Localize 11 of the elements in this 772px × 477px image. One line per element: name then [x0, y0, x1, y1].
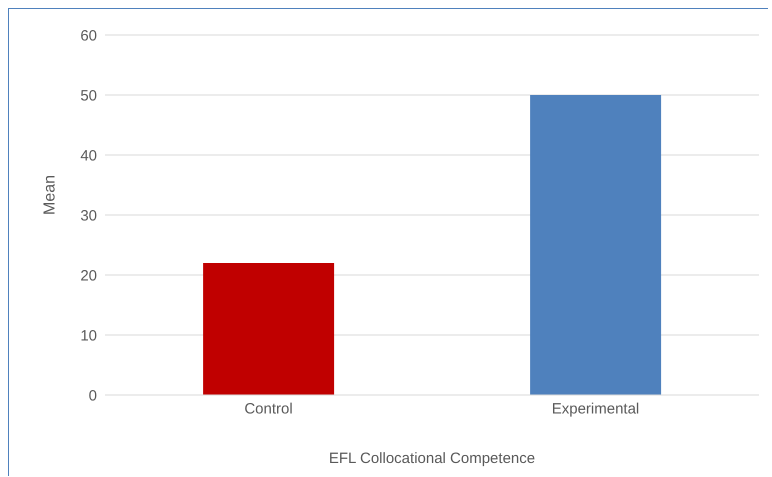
- y-axis-title: Mean: [42, 174, 59, 215]
- y-tick-label: 20: [80, 267, 97, 284]
- x-tick-label: Experimental: [552, 400, 640, 418]
- y-tick-label: 60: [80, 27, 97, 44]
- y-tick-label: 10: [80, 327, 97, 344]
- y-tick-label: 50: [80, 87, 97, 104]
- y-tick-label: 30: [80, 207, 97, 224]
- x-axis-title: EFL Collocational Competence: [328, 450, 536, 467]
- y-tick-label: 40: [80, 147, 97, 164]
- y-tick-label: 0: [88, 387, 97, 404]
- x-tick-label: Control: [244, 400, 293, 418]
